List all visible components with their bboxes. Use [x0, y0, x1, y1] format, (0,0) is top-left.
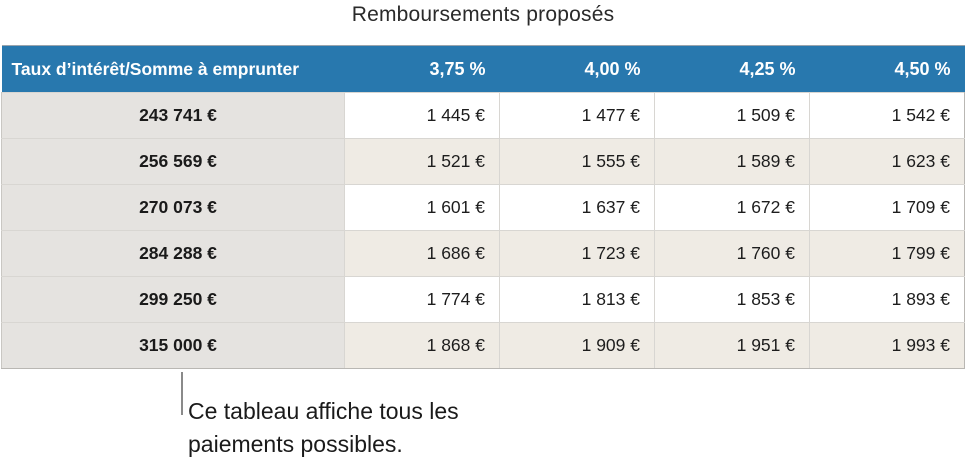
payment-cell: 1 909 € — [499, 322, 655, 369]
payment-cell: 1 709 € — [809, 184, 965, 231]
corner-header: Taux d’intérêt/Somme à emprunter — [1, 45, 345, 93]
payment-cell: 1 951 € — [654, 322, 810, 369]
table-row: 243 741 € 1 445 € 1 477 € 1 509 € 1 542 … — [1, 92, 965, 139]
payment-cell: 1 637 € — [499, 184, 655, 231]
payments-table: Taux d’intérêt/Somme à emprunter 3,75 % … — [1, 45, 965, 369]
amount-cell: 243 741 € — [1, 92, 345, 139]
table-row: 284 288 € 1 686 € 1 723 € 1 760 € 1 799 … — [1, 230, 965, 277]
payment-cell: 1 686 € — [344, 230, 500, 277]
payment-cell: 1 542 € — [809, 92, 965, 139]
payment-cell: 1 477 € — [499, 92, 655, 139]
amount-cell: 315 000 € — [1, 322, 345, 369]
table-row: 315 000 € 1 868 € 1 909 € 1 951 € 1 993 … — [1, 322, 965, 369]
rate-header: 4,00 % — [499, 45, 655, 93]
header-row: Taux d’intérêt/Somme à emprunter 3,75 % … — [1, 45, 965, 93]
payment-cell: 1 774 € — [344, 276, 500, 323]
table-row: 256 569 € 1 521 € 1 555 € 1 589 € 1 623 … — [1, 138, 965, 185]
payment-cell: 1 589 € — [654, 138, 810, 185]
amount-cell: 299 250 € — [1, 276, 345, 323]
rate-header: 3,75 % — [344, 45, 500, 93]
amount-cell: 284 288 € — [1, 230, 345, 277]
amount-cell: 256 569 € — [1, 138, 345, 185]
payment-cell: 1 993 € — [809, 322, 965, 369]
payment-cell: 1 893 € — [809, 276, 965, 323]
payment-cell: 1 623 € — [809, 138, 965, 185]
payment-cell: 1 868 € — [344, 322, 500, 369]
payment-cell: 1 853 € — [654, 276, 810, 323]
payment-cell: 1 799 € — [809, 230, 965, 277]
payment-cell: 1 445 € — [344, 92, 500, 139]
callout-leader-line — [181, 372, 183, 415]
payment-cell: 1 509 € — [654, 92, 810, 139]
callout-line-2: paiements possibles. — [188, 431, 403, 457]
payment-cell: 1 760 € — [654, 230, 810, 277]
rate-header: 4,25 % — [654, 45, 810, 93]
payment-cell: 1 555 € — [499, 138, 655, 185]
payment-cell: 1 521 € — [344, 138, 500, 185]
rate-header: 4,50 % — [809, 45, 965, 93]
payment-cell: 1 813 € — [499, 276, 655, 323]
payment-cell: 1 601 € — [344, 184, 500, 231]
table-row: 270 073 € 1 601 € 1 637 € 1 672 € 1 709 … — [1, 184, 965, 231]
payment-cell: 1 723 € — [499, 230, 655, 277]
amount-cell: 270 073 € — [1, 184, 345, 231]
callout-annotation: Ce tableau affiche tous les paiements po… — [188, 395, 588, 461]
table-row: 299 250 € 1 774 € 1 813 € 1 853 € 1 893 … — [1, 276, 965, 323]
payment-cell: 1 672 € — [654, 184, 810, 231]
callout-line-1: Ce tableau affiche tous les — [188, 398, 459, 424]
table-title: Remboursements proposés — [351, 3, 615, 26]
